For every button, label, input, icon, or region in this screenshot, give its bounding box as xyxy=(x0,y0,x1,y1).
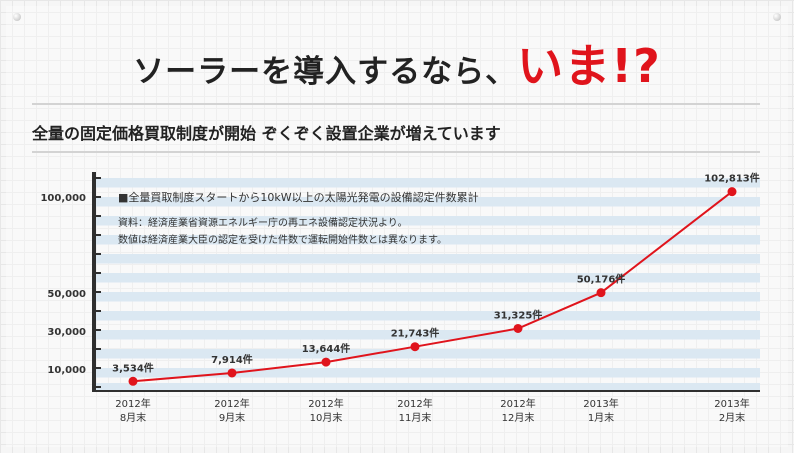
grid-band-5 xyxy=(96,273,760,283)
grid-band-2 xyxy=(96,216,760,226)
y-tick-label-2: 50,000 xyxy=(47,289,86,300)
grid-band-6 xyxy=(96,292,760,302)
x-tick-label-year-2: 2012年 xyxy=(308,397,343,410)
y-tick-label-1: 30,000 xyxy=(47,327,86,338)
data-point-0 xyxy=(128,376,138,386)
data-point-5 xyxy=(596,288,606,298)
data-label-6: 102,813件 xyxy=(704,172,760,185)
grid-band-10 xyxy=(96,368,760,378)
x-tick-label-year-1: 2012年 xyxy=(214,397,249,410)
x-tick-label-month-5: 1月末 xyxy=(588,411,614,424)
data-label-1: 7,914件 xyxy=(211,353,253,366)
data-label-0: 3,534件 xyxy=(112,361,154,374)
grid-band-7 xyxy=(96,311,760,321)
x-tick-label-year-4: 2012年 xyxy=(500,397,535,410)
data-point-2 xyxy=(321,357,331,367)
data-point-4 xyxy=(513,323,523,333)
data-point-1 xyxy=(227,368,237,378)
grid-band-1 xyxy=(96,197,760,207)
chart-title: ■全量買取制度スタートから10kW以上の太陽光発電の設備認定件数累計 xyxy=(118,191,479,204)
x-tick-label-month-0: 8月末 xyxy=(120,411,146,424)
grid-band-9 xyxy=(96,349,760,359)
x-tick-label-year-6: 2013年 xyxy=(714,397,749,410)
x-tick-label-month-2: 10月末 xyxy=(310,411,343,424)
x-tick-label-month-6: 2月末 xyxy=(719,411,745,424)
headline-main: ソーラーを導入するなら、 xyxy=(133,54,518,90)
grid-band-3 xyxy=(96,235,760,245)
y-tick-label-0: 10,000 xyxy=(47,365,86,376)
grid-band-8 xyxy=(96,330,760,340)
data-point-6 xyxy=(727,187,737,197)
data-label-2: 13,644件 xyxy=(302,342,351,355)
page-subtitle: 全量の固定価格買取制度が開始 ぞくぞく設置企業が増えています xyxy=(32,124,501,143)
data-point-3 xyxy=(410,342,420,352)
chart-note-1: 資料：経済産業省資源エネルギー庁の再エネ設備認定状況より。 xyxy=(118,218,408,229)
grid-band-0 xyxy=(96,178,760,188)
data-label-5: 50,176件 xyxy=(577,273,626,286)
pin-top-left xyxy=(13,13,21,21)
grid-band-4 xyxy=(96,254,760,264)
headline-accent: いま!? xyxy=(517,39,661,93)
data-label-3: 21,743件 xyxy=(391,327,440,340)
x-tick-label-year-0: 2012年 xyxy=(115,397,150,410)
data-label-4: 31,325件 xyxy=(494,308,543,321)
chart-note-2: 数値は経済産業大臣の認定を受けた件数で運転開始件数とは異なります。 xyxy=(118,235,447,246)
x-tick-label-year-3: 2012年 xyxy=(397,397,432,410)
x-tick-label-month-3: 11月末 xyxy=(399,411,432,424)
divider-bottom xyxy=(32,151,760,153)
y-tick-label-3: 100,000 xyxy=(40,193,86,204)
pin-top-right xyxy=(773,13,781,21)
divider-top xyxy=(32,103,760,105)
x-tick-label-month-1: 9月末 xyxy=(219,411,245,424)
headline: ソーラーを導入するなら、いま!? xyxy=(0,30,794,100)
x-tick-label-month-4: 12月末 xyxy=(502,411,535,424)
x-tick-label-year-5: 2013年 xyxy=(583,397,618,410)
grid-band-bottom xyxy=(96,383,760,391)
